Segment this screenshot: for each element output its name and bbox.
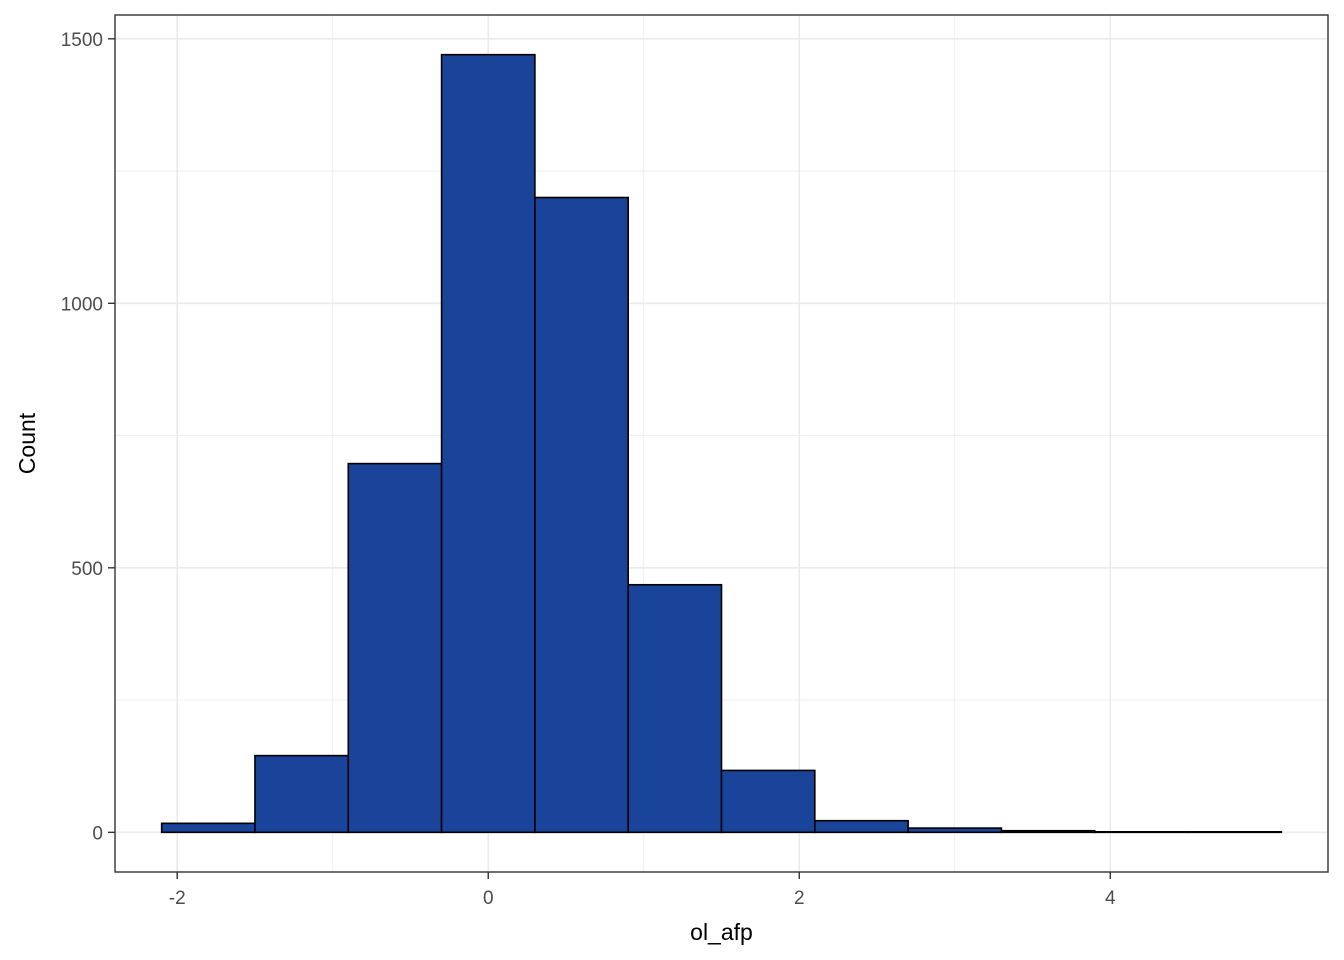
x-axis-title: ol_afp bbox=[690, 919, 753, 945]
histogram-bar bbox=[1093, 830, 1189, 834]
y-tick-label: 1500 bbox=[61, 30, 103, 51]
y-axis-title: Count bbox=[14, 412, 40, 474]
histogram-bar bbox=[160, 822, 256, 834]
histogram-bar bbox=[1187, 830, 1283, 834]
y-tick-label: 0 bbox=[92, 823, 103, 844]
y-tick-label: 500 bbox=[71, 559, 103, 580]
x-tick-label: 0 bbox=[483, 888, 494, 909]
histogram-bar bbox=[814, 819, 909, 834]
histogram-bar bbox=[254, 754, 350, 834]
histogram-bars bbox=[160, 53, 1283, 834]
histogram-bar bbox=[440, 53, 536, 834]
histogram-bar bbox=[627, 583, 723, 834]
histogram-bar bbox=[347, 462, 443, 834]
histogram-bar bbox=[1000, 829, 1096, 834]
histogram-bar bbox=[907, 827, 1003, 834]
x-tick-label: 2 bbox=[794, 888, 805, 909]
y-tick-label: 1000 bbox=[61, 294, 103, 315]
x-tick-label: -2 bbox=[169, 888, 186, 909]
x-tick-label: 4 bbox=[1105, 888, 1116, 909]
histogram-bar bbox=[534, 196, 629, 834]
histogram-bar bbox=[720, 769, 816, 834]
panel-border bbox=[114, 14, 1329, 873]
axes: -2 0 2 4 0 500 1000 1500 bbox=[61, 30, 1116, 909]
